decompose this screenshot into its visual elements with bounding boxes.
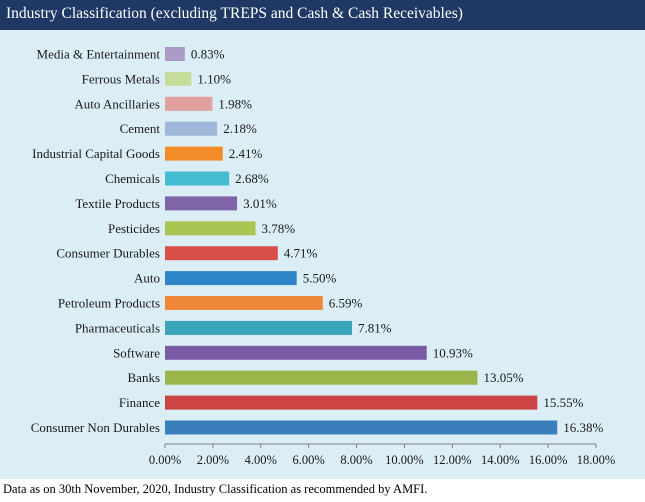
value-label: 4.71% xyxy=(284,246,318,261)
value-label: 7.81% xyxy=(358,320,392,335)
bar-12 xyxy=(165,345,427,360)
bar-8 xyxy=(165,246,278,261)
value-label: 0.83% xyxy=(191,47,225,62)
category-label: Media & Entertainment xyxy=(37,47,161,62)
bar-15 xyxy=(165,420,558,435)
category-label: Auto Ancillaries xyxy=(74,96,160,111)
value-label: 3.01% xyxy=(243,196,277,211)
chart-header: Industry Classification (excluding TREPS… xyxy=(0,0,645,30)
bar-3 xyxy=(165,121,218,136)
value-label: 3.78% xyxy=(262,221,296,236)
category-label: Industrial Capital Goods xyxy=(32,146,160,161)
value-label: 2.18% xyxy=(223,121,257,136)
value-label: 16.38% xyxy=(563,420,603,435)
category-label: Pesticides xyxy=(108,221,160,236)
bar-10 xyxy=(165,296,323,310)
value-label: 15.55% xyxy=(543,395,583,410)
x-tick-label: 6.00% xyxy=(293,453,325,467)
category-label: Consumer Non Durables xyxy=(31,420,160,435)
value-label: 2.68% xyxy=(235,171,269,186)
x-tick-label: 10.00% xyxy=(385,453,424,467)
x-tick-label: 8.00% xyxy=(340,453,372,467)
x-tick-label: 2.00% xyxy=(197,453,229,467)
bar-chart: Media & Entertainment 0.83% Ferrous Metals… xyxy=(31,47,616,468)
category-label: Auto xyxy=(134,271,160,286)
x-tick-label: 0.00% xyxy=(149,453,181,467)
bar-2 xyxy=(165,96,213,111)
value-label: 5.50% xyxy=(303,271,337,286)
x-tick-label: 16.00% xyxy=(529,453,568,467)
value-label: 13.05% xyxy=(483,370,523,385)
category-label: Consumer Durables xyxy=(56,246,160,261)
bar-9 xyxy=(165,271,297,286)
footnote: Data as on 30th November, 2020, Industry… xyxy=(3,482,428,496)
category-label: Software xyxy=(113,345,160,360)
category-label: Finance xyxy=(119,395,160,410)
chart-title: Industry Classification (excluding TREPS… xyxy=(6,5,463,22)
x-tick-label: 4.00% xyxy=(245,453,277,467)
bar-14 xyxy=(165,395,538,410)
category-label: Pharmaceuticals xyxy=(75,320,160,335)
value-label: 6.59% xyxy=(329,296,363,311)
value-label: 10.93% xyxy=(433,345,473,360)
bar-0 xyxy=(165,47,185,61)
value-label: 2.41% xyxy=(229,146,263,161)
category-label: Banks xyxy=(128,370,161,385)
bar-13 xyxy=(165,370,478,385)
bar-7 xyxy=(165,221,256,236)
x-tick-label: 14.00% xyxy=(481,453,520,467)
x-tick-label: 18.00% xyxy=(577,453,616,467)
category-label: Cement xyxy=(120,121,161,136)
category-label: Chemicals xyxy=(105,171,160,186)
bar-5 xyxy=(165,171,230,186)
category-label: Petroleum Products xyxy=(58,296,160,311)
value-label: 1.10% xyxy=(197,71,231,86)
category-label: Ferrous Metals xyxy=(82,71,160,86)
value-label: 1.98% xyxy=(218,96,252,111)
bar-4 xyxy=(165,146,223,161)
bar-11 xyxy=(165,320,353,335)
category-label: Textile Products xyxy=(75,196,160,211)
x-tick-label: 12.00% xyxy=(433,453,472,467)
bar-6 xyxy=(165,196,238,211)
bar-1 xyxy=(165,71,192,86)
